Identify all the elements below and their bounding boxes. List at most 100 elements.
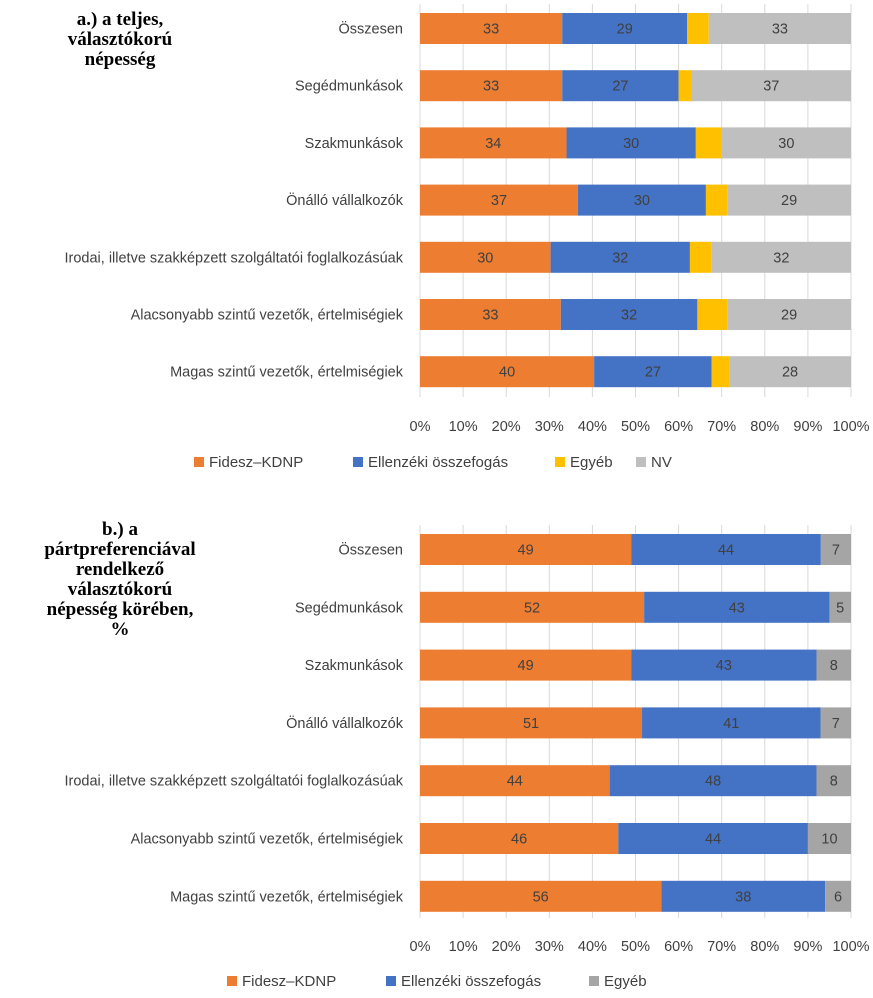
bar-segment	[705, 184, 728, 216]
data-label: 38	[735, 889, 751, 905]
bar-segment	[420, 649, 632, 681]
bar-segment	[644, 591, 830, 623]
data-label: 30	[634, 193, 650, 209]
legend-swatch	[555, 457, 565, 467]
bar-segment	[420, 823, 619, 854]
data-label: 28	[782, 365, 798, 381]
x-tick-label: 80%	[750, 419, 779, 435]
data-label: 51	[523, 716, 539, 732]
data-label: 33	[482, 308, 498, 324]
chart-b-title: b.) a pártpreferenciával rendelkező vála…	[44, 519, 196, 640]
category-label: Alacsonyabb szintű vezetők, értelmiségie…	[131, 832, 404, 848]
bar-segment	[420, 299, 561, 330]
bar-segment	[727, 184, 851, 216]
bar-segment	[550, 241, 690, 273]
x-tick-label: 20%	[492, 939, 521, 955]
bar-segment	[820, 534, 851, 565]
legend-label: NV	[651, 454, 672, 471]
x-tick-label: 0%	[410, 419, 431, 435]
bar-segment	[820, 707, 851, 739]
x-tick-label: 30%	[535, 939, 564, 955]
bar-segment	[420, 534, 632, 565]
bar-segment	[420, 880, 662, 912]
data-label: 29	[617, 22, 633, 38]
legend-label: Fidesz–KDNP	[209, 454, 303, 471]
bar-segment	[420, 70, 563, 102]
data-label: 49	[518, 543, 534, 559]
category-label: Segédmunkások	[295, 600, 404, 616]
bar-segment	[807, 823, 851, 854]
data-label: 48	[705, 774, 721, 790]
bar-segment	[420, 13, 563, 44]
data-label: 49	[518, 658, 534, 674]
bar-segment	[420, 765, 610, 797]
x-tick-label: 70%	[707, 939, 736, 955]
category-label: Önálló vállalkozók	[286, 191, 404, 209]
data-label: 32	[612, 250, 628, 266]
bar-segment	[729, 356, 851, 388]
x-tick-label: 80%	[750, 939, 779, 955]
x-tick-label: 30%	[535, 419, 564, 435]
data-label: 56	[533, 889, 549, 905]
data-label: 5	[836, 600, 844, 616]
bar-segment	[825, 880, 851, 912]
bar-segment	[566, 127, 696, 159]
x-tick-label: 20%	[492, 419, 521, 435]
bar-segment	[727, 299, 851, 330]
chart-a-title: a.) a teljes, választókorú népesség	[67, 9, 173, 70]
x-tick-label: 60%	[664, 939, 693, 955]
data-label: 34	[485, 136, 501, 152]
data-label: 27	[612, 79, 628, 95]
x-tick-label: 90%	[793, 419, 822, 435]
data-label: 33	[483, 22, 499, 38]
bar-segment	[691, 70, 851, 102]
data-label: 33	[772, 22, 788, 38]
data-label: 10	[821, 832, 837, 848]
x-tick-label: 100%	[832, 939, 869, 955]
data-label: 44	[718, 543, 734, 559]
legend-swatch	[353, 457, 363, 467]
data-label: 52	[524, 600, 540, 616]
bar-segment	[562, 70, 679, 102]
data-label: 37	[491, 193, 507, 209]
legend-swatch	[386, 976, 396, 986]
bar-segment	[829, 591, 851, 623]
x-tick-label: 10%	[449, 419, 478, 435]
data-label: 29	[781, 308, 797, 324]
data-label: 30	[477, 250, 493, 266]
x-tick-label: 70%	[707, 419, 736, 435]
category-label: Magas szintű vezetők, értelmiségiek	[170, 889, 404, 905]
data-label: 33	[483, 79, 499, 95]
category-label: Irodai, illetve szakképzett szolgáltatói…	[64, 774, 403, 790]
category-label: Összesen	[339, 541, 403, 559]
legend-label: Fidesz–KDNP	[242, 973, 336, 990]
bar-segment	[420, 591, 645, 623]
bar-segment	[631, 649, 817, 681]
bar-segment	[661, 880, 826, 912]
data-label: 44	[507, 774, 523, 790]
x-tick-label: 40%	[578, 419, 607, 435]
legend-swatch	[227, 976, 237, 986]
legend-label: Egyéb	[604, 973, 647, 990]
bar-segment	[631, 534, 821, 565]
bar-segment	[708, 13, 851, 44]
data-label: 32	[773, 250, 789, 266]
category-label: Szakmunkások	[305, 658, 404, 674]
bar-segment	[594, 356, 712, 388]
x-tick-label: 40%	[578, 939, 607, 955]
data-label: 37	[763, 79, 779, 95]
bar-segment	[420, 127, 567, 159]
bar-segment	[697, 299, 728, 330]
x-tick-label: 0%	[410, 939, 431, 955]
bar-segment	[689, 241, 712, 273]
data-label: 43	[729, 600, 745, 616]
legend-label: Ellenzéki összefogás	[401, 973, 541, 990]
legend-swatch	[589, 976, 599, 986]
data-label: 46	[511, 832, 527, 848]
data-label: 32	[621, 308, 637, 324]
x-tick-label: 10%	[449, 939, 478, 955]
x-tick-label: 50%	[621, 419, 650, 435]
bar-segment	[711, 356, 730, 388]
data-label: 8	[830, 658, 838, 674]
legend-label: Ellenzéki összefogás	[368, 454, 508, 471]
